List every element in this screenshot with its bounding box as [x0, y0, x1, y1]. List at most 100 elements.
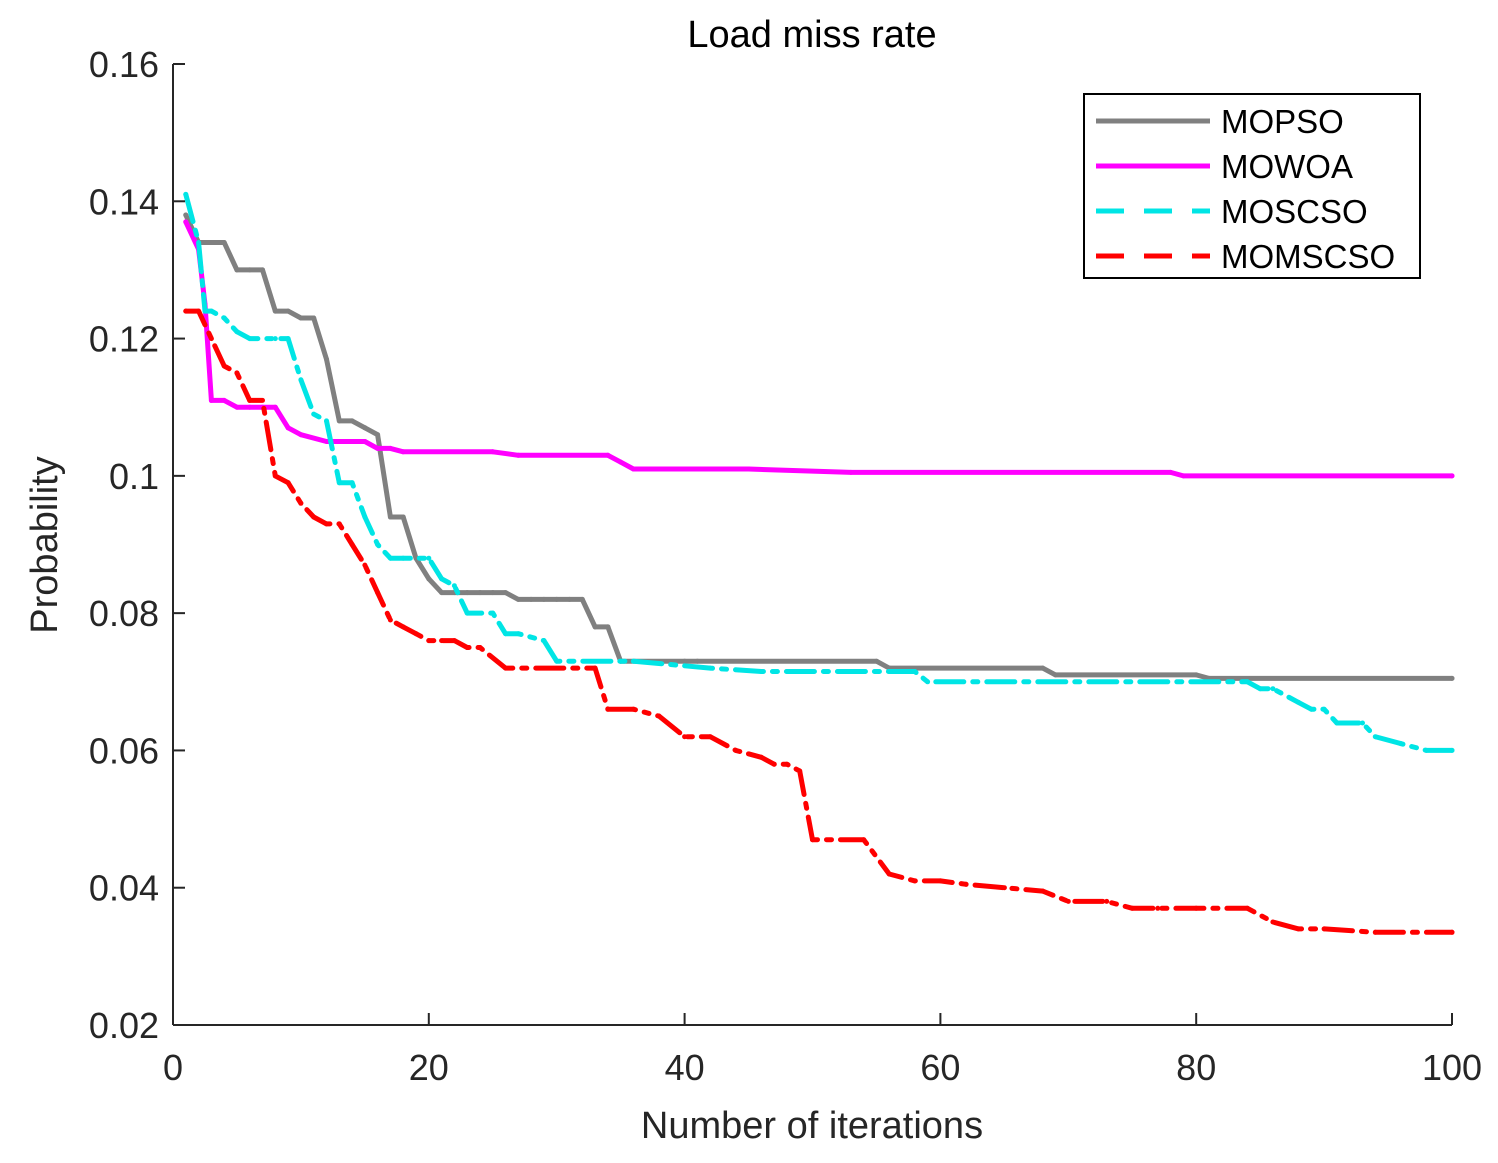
data-point-moscso: [336, 480, 342, 486]
data-point-moscso: [439, 576, 445, 582]
data-point-mopso: [874, 658, 879, 664]
y-tick-label: 0.1: [109, 456, 159, 497]
data-point-mopso: [234, 267, 240, 273]
data-point-momscso: [1296, 926, 1301, 932]
data-point-moscso: [400, 555, 406, 561]
legend-label-mopso: MOPSO: [1221, 103, 1344, 140]
data-point-momscso: [963, 881, 969, 887]
data-point-moscso: [1308, 706, 1314, 712]
data-point-mopso: [221, 240, 227, 245]
data-point-mowoa: [490, 449, 496, 455]
data-point-momscso: [1372, 929, 1378, 935]
data-point-mopso: [272, 308, 278, 314]
data-point-mopso: [554, 596, 560, 602]
data-point-momscso: [912, 878, 918, 884]
data-point-mopso: [183, 212, 189, 218]
data-point-mowoa: [605, 452, 611, 458]
x-ticks: 0 20 40 60 80 100: [163, 1013, 1482, 1088]
data-point-mopso: [477, 590, 483, 596]
data-point-mopso: [260, 267, 265, 273]
data-point-mopso: [426, 576, 432, 582]
data-point-momscso: [362, 562, 368, 568]
data-point-moscso: [490, 610, 496, 616]
data-point-momscso: [656, 713, 662, 719]
data-point-moscso: [298, 377, 304, 383]
x-tick-label: 40: [665, 1047, 705, 1088]
data-point-momscso: [592, 665, 598, 671]
data-point-momscso: [771, 761, 777, 767]
data-point-mopso: [324, 356, 329, 362]
data-point-moscso: [1334, 720, 1340, 726]
y-tick-label: 0.12: [89, 319, 159, 360]
data-point-momscso: [784, 761, 790, 767]
legend-label-moscso: MOSCSO: [1221, 193, 1368, 230]
x-tick-label: 0: [163, 1047, 183, 1088]
data-point-momscso: [1244, 905, 1250, 911]
data-point-moscso: [247, 336, 253, 342]
data-point-mowoa: [400, 449, 406, 455]
data-point-moscso: [387, 555, 393, 561]
data-point-moscso: [925, 679, 931, 685]
data-point-mowoa: [630, 466, 636, 472]
data-point-moscso: [1296, 699, 1301, 705]
data-point-moscso: [1360, 720, 1365, 726]
data-point-momscso: [682, 734, 688, 740]
data-point-mowoa: [183, 219, 189, 225]
data-point-momscso: [426, 638, 432, 644]
data-point-momscso: [1040, 888, 1046, 894]
legend-box: [1083, 93, 1421, 279]
data-point-mowoa: [1449, 473, 1455, 479]
data-point-mowoa: [234, 404, 240, 410]
data-point-moscso: [426, 555, 432, 561]
data-point-momscso: [1065, 898, 1071, 904]
data-point-momscso: [451, 638, 457, 644]
data-point-moscso: [1321, 706, 1327, 712]
x-tick-label: 60: [920, 1047, 960, 1088]
data-point-mopso: [605, 624, 611, 630]
data-point-momscso: [336, 521, 342, 527]
data-point-moscso: [554, 658, 560, 664]
data-point-mopso: [567, 596, 572, 602]
x-axis-title: Number of iterations: [641, 1105, 983, 1147]
data-point-moscso: [464, 610, 470, 616]
data-point-moscso: [503, 631, 508, 637]
data-point-mopso: [490, 590, 496, 596]
data-point-momscso: [375, 590, 381, 596]
data-point-mopso: [336, 418, 342, 424]
data-point-momscso: [797, 768, 803, 774]
data-point-mopso: [1193, 672, 1199, 678]
data-point-moscso: [912, 669, 918, 674]
data-point-momscso: [324, 521, 329, 527]
data-point-mowoa: [324, 439, 329, 444]
data-point-mowoa: [285, 425, 291, 431]
data-point-momscso: [387, 617, 393, 623]
data-point-mopso: [247, 267, 253, 273]
data-point-moscso: [311, 411, 317, 417]
data-point-mopso: [503, 590, 508, 596]
x-tick-label: 80: [1176, 1047, 1216, 1088]
data-point-momscso: [234, 370, 240, 376]
data-point-momscso: [196, 308, 202, 314]
data-point-momscso: [477, 645, 483, 650]
data-point-moscso: [375, 542, 381, 547]
data-point-momscso: [1193, 905, 1199, 911]
data-point-mowoa: [618, 459, 624, 465]
data-point-moscso: [1270, 686, 1276, 692]
data-point-moscso: [349, 480, 355, 486]
data-point-moscso: [541, 638, 547, 644]
data-point-mopso: [682, 658, 688, 664]
data-point-mopso: [1053, 672, 1058, 678]
y-tick-label: 0.02: [89, 1005, 159, 1046]
data-point-momscso: [298, 500, 304, 506]
data-point-mopso: [349, 418, 355, 424]
y-tick-label: 0.06: [89, 730, 159, 771]
data-point-mopso: [592, 624, 598, 630]
y-tick-label: 0.08: [89, 593, 159, 634]
data-point-mopso: [311, 315, 317, 321]
data-point-moscso: [285, 336, 291, 342]
data-point-momscso: [707, 734, 713, 740]
data-point-momscso: [810, 837, 815, 843]
data-point-mopso: [439, 590, 445, 596]
data-point-momscso: [1155, 905, 1161, 911]
